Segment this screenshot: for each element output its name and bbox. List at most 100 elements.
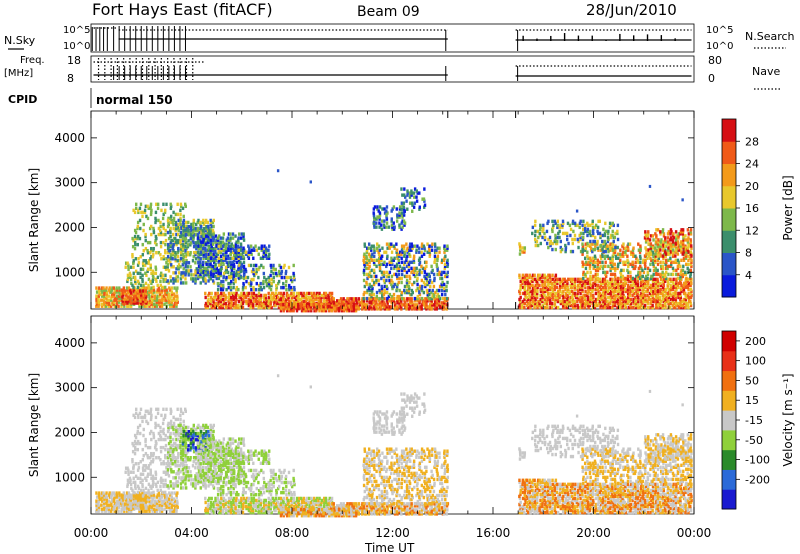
power-cell (221, 236, 225, 240)
velocity-cell (116, 505, 119, 509)
power-cell (436, 268, 439, 273)
power-cell (370, 244, 374, 248)
power-cell (184, 241, 188, 245)
power-cell (681, 299, 685, 304)
power-cell (654, 277, 657, 282)
power-cell (132, 292, 136, 296)
power-cell (622, 299, 625, 304)
power-cell (642, 295, 645, 300)
power-cell (309, 304, 313, 309)
power-cell (687, 281, 691, 286)
power-cell (197, 264, 201, 269)
power-cell (523, 297, 526, 302)
power-cell (410, 292, 413, 297)
power-cell (652, 289, 655, 294)
power-cell (398, 213, 401, 217)
power-cell (292, 304, 296, 309)
power-cell (373, 262, 376, 267)
power-cell (604, 260, 607, 265)
power-cell (186, 250, 190, 255)
power-cell (385, 215, 388, 219)
power-cell (129, 301, 133, 305)
power-cell (152, 288, 156, 292)
power-cell (202, 279, 205, 283)
power-cell (586, 293, 589, 298)
power-cell (187, 239, 190, 243)
power-cell (272, 263, 275, 268)
power-cell (252, 295, 255, 300)
power-cell (666, 291, 670, 296)
power-cell (377, 209, 380, 213)
velocity-cell (103, 509, 106, 513)
power-cell (634, 254, 637, 258)
power-cell (596, 231, 600, 236)
power-cell (182, 226, 185, 231)
power-cell (564, 245, 568, 250)
power-cell (262, 279, 265, 284)
power-cell (552, 223, 555, 228)
power-cell (686, 303, 690, 308)
power-cell (338, 305, 342, 309)
power-cell (604, 283, 607, 288)
power-cell (400, 227, 403, 231)
power-cell (177, 248, 180, 253)
power-cell (237, 236, 240, 240)
power-cell (629, 274, 632, 279)
power-cell (353, 309, 356, 313)
power-cell (160, 304, 164, 308)
power-cell (400, 276, 403, 281)
power-cell (260, 287, 263, 292)
power-cell (163, 298, 166, 302)
power-cell (146, 240, 150, 245)
power-cell (376, 246, 379, 250)
power-cell (324, 291, 328, 296)
power-cell (661, 305, 664, 310)
power-cell (320, 306, 323, 311)
power-cell (666, 283, 669, 288)
power-cell (653, 256, 657, 260)
velocity-cell (115, 501, 119, 505)
power-cell (188, 253, 192, 257)
power-cell (377, 215, 381, 219)
beam-label: Beam 09 (357, 4, 420, 20)
power-cell (623, 303, 627, 308)
power-cell (237, 293, 240, 298)
power-cell (426, 290, 429, 295)
power-cell (167, 281, 170, 285)
power-cell (378, 262, 381, 267)
power-cell (264, 301, 268, 306)
power-cell (405, 242, 408, 246)
power-cell (367, 266, 370, 271)
power-cell (624, 299, 628, 304)
power-cell (411, 303, 414, 307)
power-cell (133, 210, 137, 215)
power-cell (584, 289, 587, 294)
power-cell (640, 297, 643, 302)
power-cell (672, 281, 675, 286)
power-cell (264, 246, 268, 250)
power-cell (396, 307, 399, 311)
power-cell (210, 220, 213, 225)
power-cell (582, 281, 585, 286)
power-cell (558, 287, 561, 292)
power-cell (310, 306, 313, 311)
power-cell (176, 300, 179, 304)
power-cell (157, 286, 161, 290)
power-cell (623, 283, 627, 288)
power-cell (322, 306, 325, 311)
power-cell (323, 295, 326, 300)
power-cell (637, 242, 640, 246)
power-cell (227, 305, 230, 310)
power-cell (523, 301, 526, 306)
velocity-cell (102, 501, 106, 505)
power-cell (230, 271, 233, 276)
power-cell (689, 256, 692, 260)
power-cell (194, 261, 197, 265)
power-cell (192, 255, 195, 259)
power-cell (557, 293, 560, 298)
power-cell (280, 295, 283, 300)
power-cell (594, 287, 597, 292)
power-cell (410, 270, 413, 275)
power-cell (169, 214, 173, 219)
power-cell (647, 242, 650, 246)
